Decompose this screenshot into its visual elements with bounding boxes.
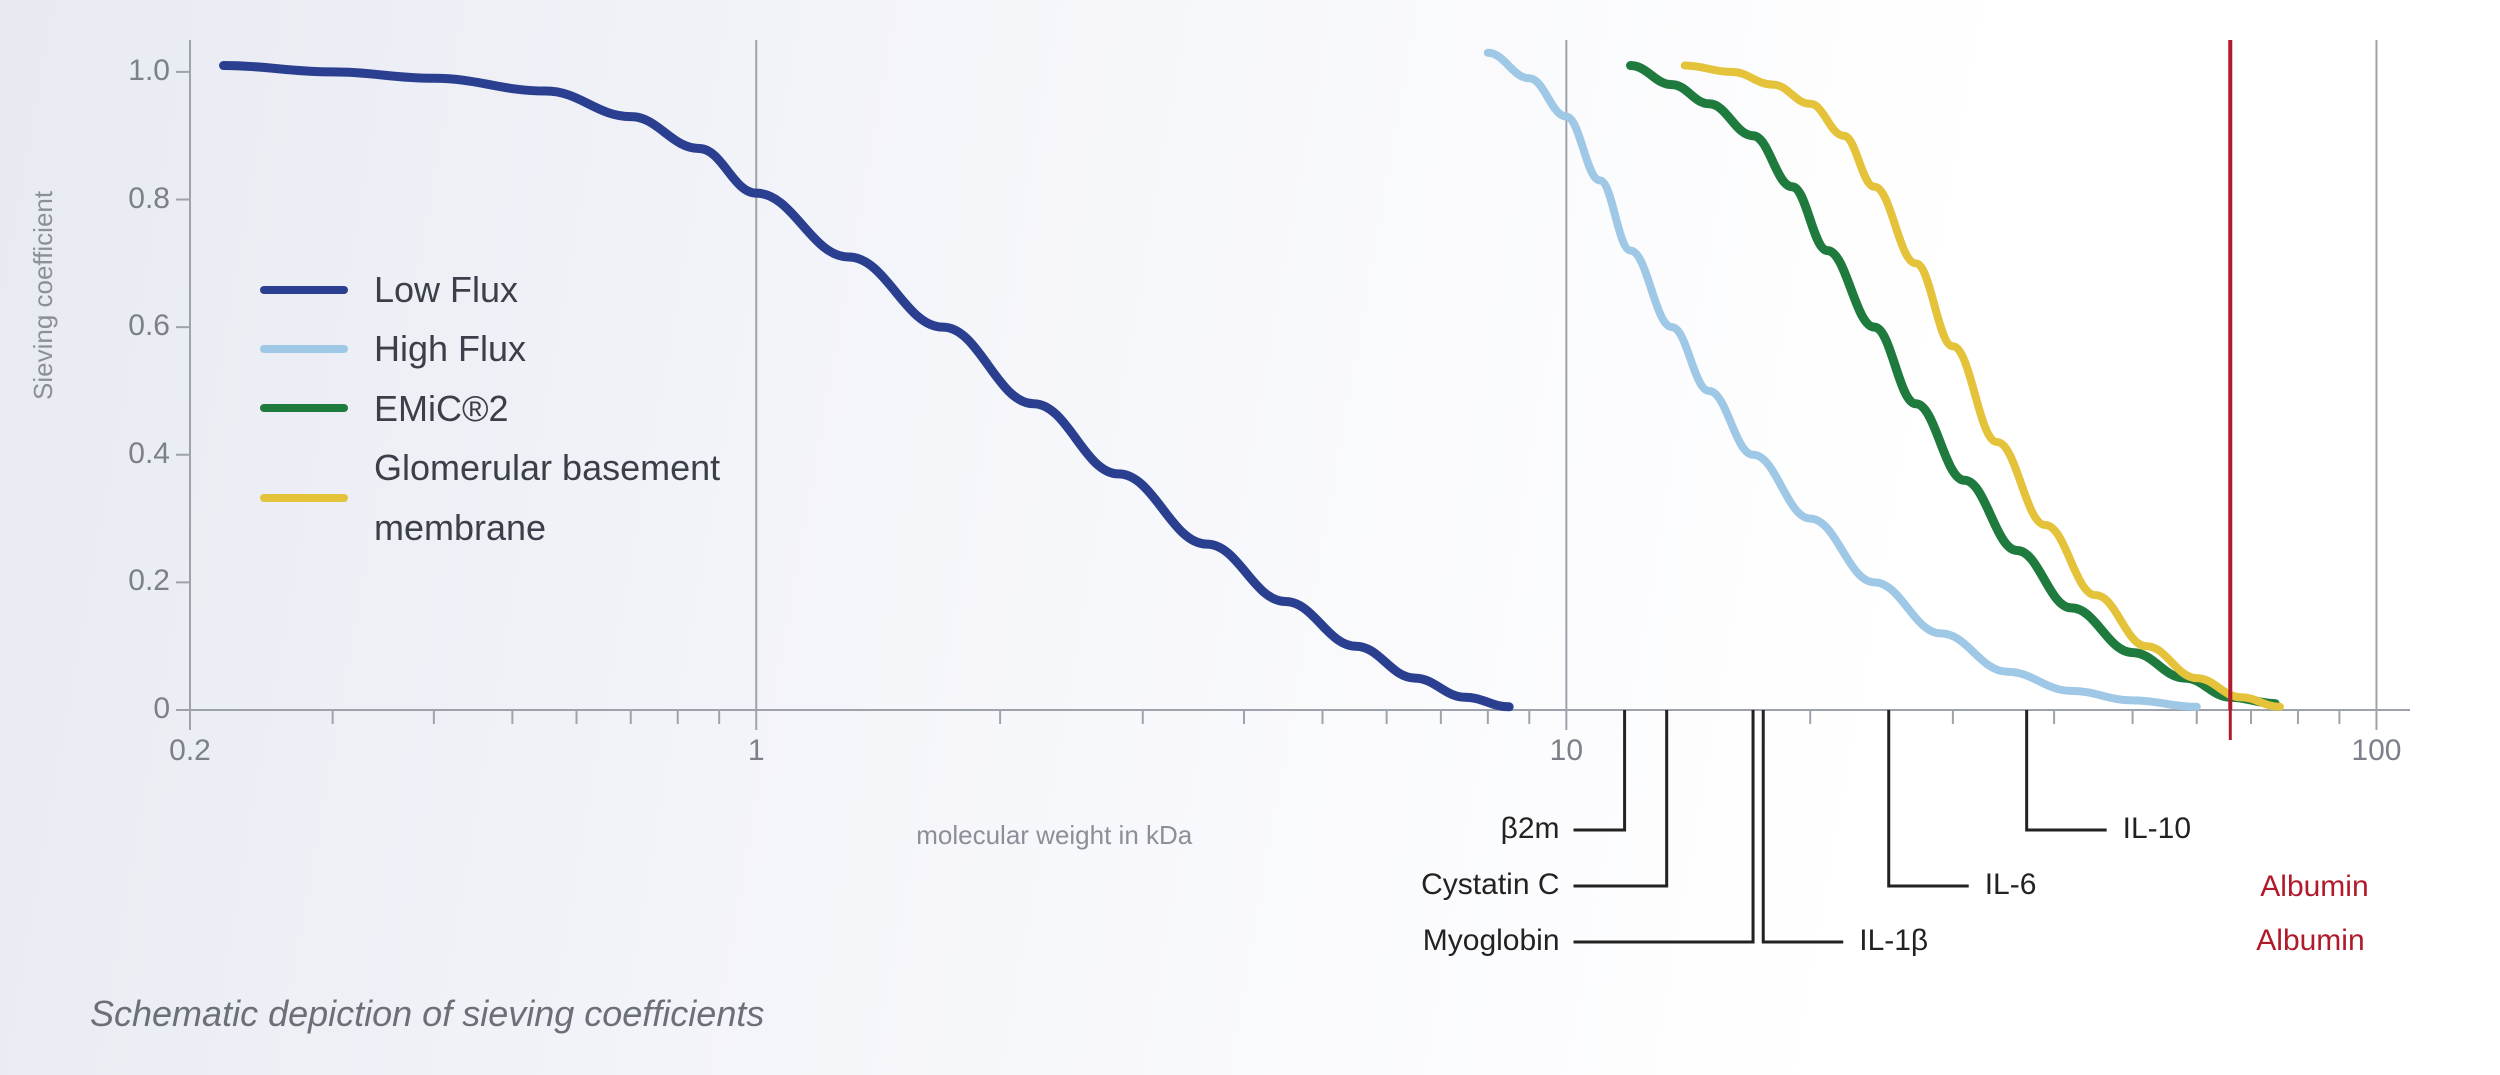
marker-il1b: IL-1β [1859, 924, 1928, 958]
legend-label: Glomerular basement membrane [374, 438, 720, 557]
marker-albumin: Albumin [2260, 870, 2368, 904]
legend-label: Low Flux [374, 260, 518, 319]
y-tick-label: 0.6 [100, 309, 170, 343]
legend-swatch [260, 345, 348, 353]
marker-il6: IL-6 [1985, 868, 2037, 902]
leader-il1b [1763, 740, 1843, 942]
series-emic2 [1631, 66, 2276, 704]
legend-label: EMiC®2 [374, 379, 509, 438]
leader-il10 [2027, 740, 2107, 830]
y-axis-label: Sieving coefficient [28, 191, 59, 400]
x-tick-label: 10 [1526, 734, 1606, 768]
x-tick-label: 1 [716, 734, 796, 768]
marker-b2m: β2m [0, 812, 1560, 846]
legend-label: High Flux [374, 319, 526, 378]
legend: Low FluxHigh FluxEMiC®2Glomerular baseme… [260, 260, 720, 557]
legend-swatch [260, 286, 348, 294]
y-tick-label: 0.2 [100, 564, 170, 598]
legend-item-high-flux: High Flux [260, 319, 720, 378]
y-tick-label: 0.8 [100, 182, 170, 216]
chart-caption: Schematic depiction of sieving coefficie… [90, 993, 764, 1035]
leader-il6 [1889, 740, 1969, 886]
y-tick-label: 0 [100, 692, 170, 726]
legend-swatch [260, 404, 348, 412]
y-tick-label: 1.0 [100, 54, 170, 88]
legend-item-low-flux: Low Flux [260, 260, 720, 319]
marker-il10: IL-10 [2123, 812, 2191, 846]
legend-item-gbm: Glomerular basement membrane [260, 438, 720, 557]
sieving-chart: Sieving coefficient Low FluxHigh FluxEMi… [0, 0, 2500, 1075]
legend-swatch [260, 494, 348, 502]
x-tick-label: 0.2 [150, 734, 230, 768]
y-tick-label: 0.4 [100, 437, 170, 471]
legend-item-emic2: EMiC®2 [260, 379, 720, 438]
marker-cystatin-c: Cystatin C [0, 868, 1560, 902]
series-high-flux [1488, 53, 2197, 707]
marker-myoglobin: Myoglobin [0, 924, 1560, 958]
x-tick-label: 100 [2336, 734, 2416, 768]
marker-albumin: Albumin [2256, 924, 2364, 958]
leader-myoglobin [1574, 740, 1754, 942]
